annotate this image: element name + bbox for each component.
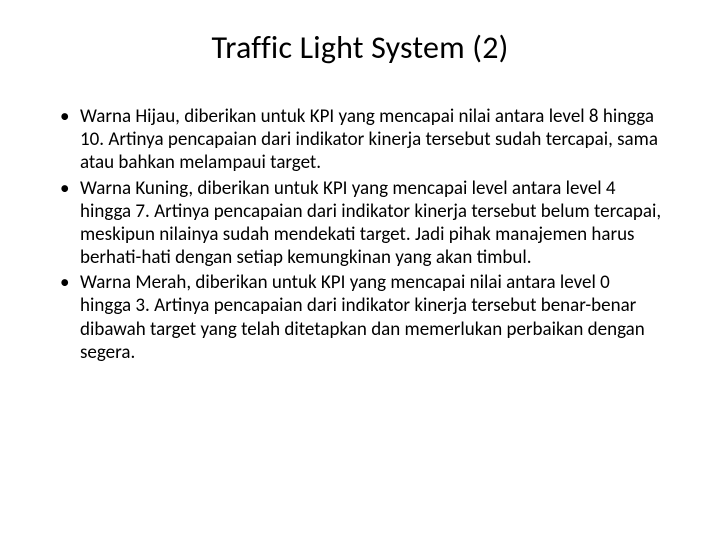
slide-body: Warna Hijau, diberikan untuk KPI yang me… <box>56 105 664 364</box>
list-item: Warna Hijau, diberikan untuk KPI yang me… <box>56 105 664 175</box>
slide: Traffic Light System (2) Warna Hijau, di… <box>0 0 720 540</box>
list-item: Warna Kuning, diberikan untuk KPI yang m… <box>56 177 664 270</box>
slide-title: Traffic Light System (2) <box>56 28 664 67</box>
bullet-list: Warna Hijau, diberikan untuk KPI yang me… <box>56 105 664 364</box>
list-item: Warna Merah, diberikan untuk KPI yang me… <box>56 271 664 364</box>
